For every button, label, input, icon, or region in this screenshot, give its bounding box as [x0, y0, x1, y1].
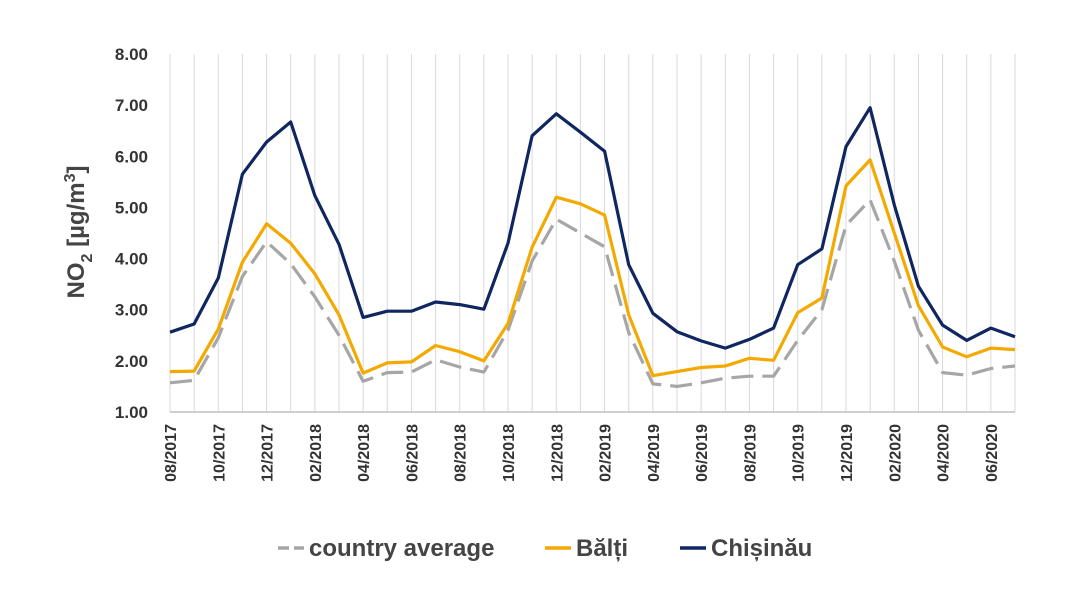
x-tick-label: 02/2020 [887, 424, 904, 482]
legend-label: Bălți [576, 535, 628, 562]
x-tick-label: 10/2019 [791, 424, 808, 482]
x-tick-label: 10/2017 [211, 424, 228, 482]
x-tick-label: 04/2019 [646, 424, 663, 482]
y-tick-label: 6.00 [115, 147, 148, 166]
y-tick-label: 2.00 [115, 352, 148, 371]
x-tick-label: 12/2018 [549, 424, 566, 482]
x-axis-ticks: 08/2017 10/2017 12/2017 02/2018 04/2018 06/20… [163, 424, 1001, 482]
x-tick-label: 02/2019 [598, 424, 615, 482]
x-tick-label: 10/2018 [501, 424, 518, 482]
y-tick-label: 7.00 [115, 96, 148, 115]
x-tick-label: 02/2018 [308, 424, 325, 482]
y-tick-label: 4.00 [115, 250, 148, 269]
x-tick-label: 12/2019 [839, 424, 856, 482]
x-tick-label: 06/2020 [984, 424, 1001, 482]
series-lines [169, 106, 1016, 388]
x-tick-label: 06/2018 [404, 424, 421, 482]
x-tick-label: 08/2019 [742, 424, 759, 482]
y-axis-label: NO2 [µg/m3] [62, 166, 96, 299]
legend-label: Chișinău [711, 535, 812, 562]
legend: country average Bălți Chișinău [278, 535, 812, 562]
legend-label: country average [309, 535, 494, 562]
x-tick-label: 12/2017 [260, 424, 277, 482]
vertical-gridlines [169, 54, 1016, 412]
y-tick-label: 8.00 [115, 45, 148, 64]
y-tick-label: 1.00 [115, 403, 148, 422]
y-axis-ticks: 1.00 2.00 3.00 4.00 5.00 6.00 7.00 8.00 [115, 45, 148, 422]
x-tick-label: 04/2020 [936, 424, 953, 482]
x-tick-label: 08/2018 [453, 424, 470, 482]
x-tick-label: 06/2019 [694, 424, 711, 482]
series-line-country-average [169, 198, 1016, 388]
x-tick-label: 04/2018 [356, 424, 373, 482]
y-tick-label: 5.00 [115, 198, 148, 217]
y-tick-label: 3.00 [115, 301, 148, 320]
series-line-chi-in-u [169, 106, 1016, 350]
x-tick-label: 08/2017 [163, 424, 180, 482]
series-line-b-l-i [169, 158, 1016, 378]
